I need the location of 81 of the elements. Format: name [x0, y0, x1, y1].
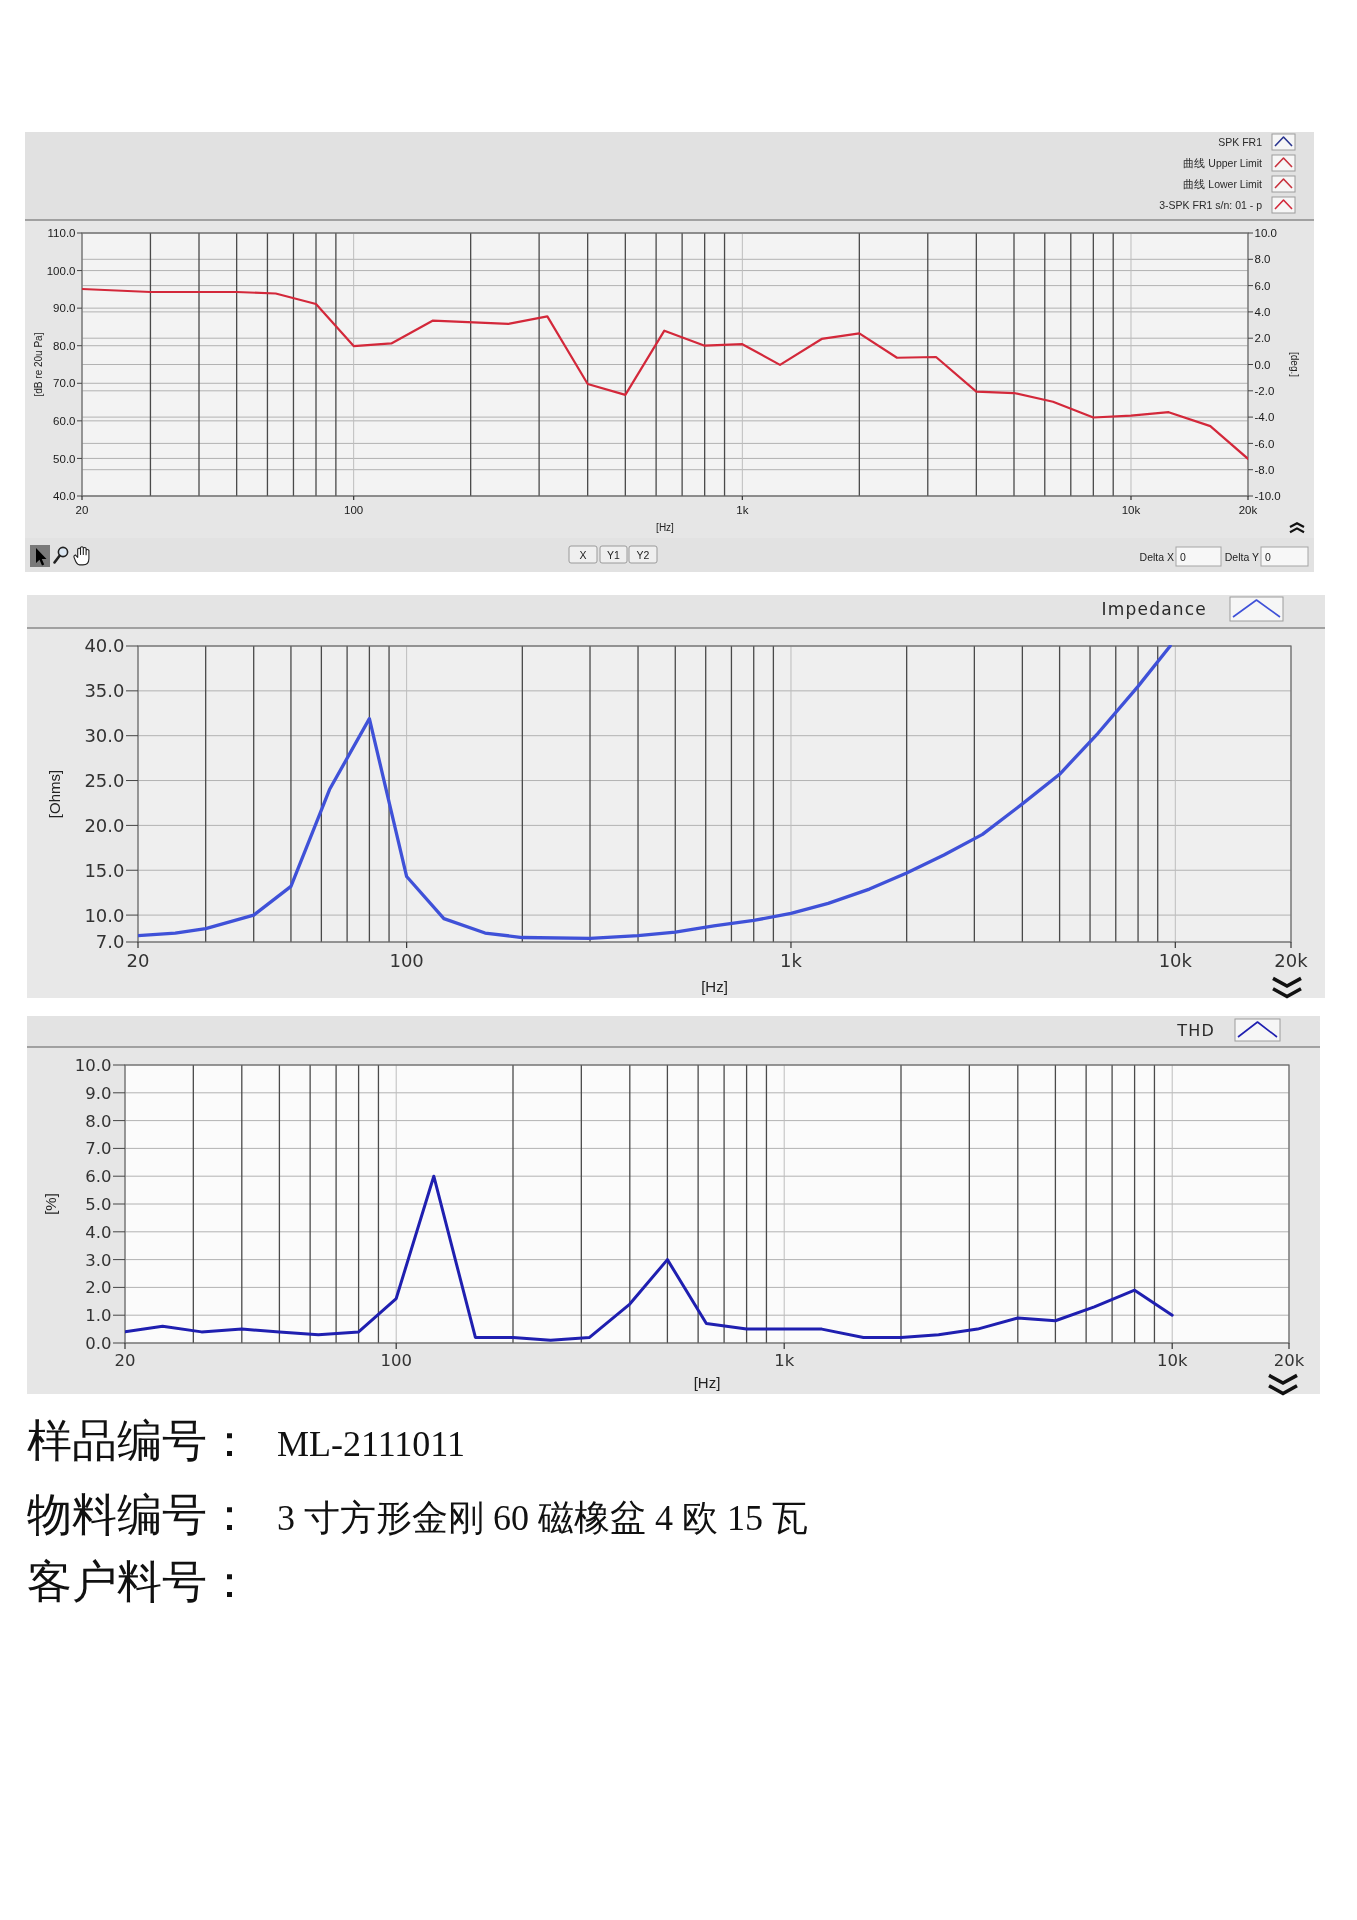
y-tick-label: 40.0 [53, 490, 76, 503]
x-tick-label: 100 [344, 504, 364, 516]
y2-tick-label: -10.0 [1254, 490, 1281, 503]
y2-tick-label: 10.0 [1254, 227, 1277, 240]
x-tick-label: 100 [389, 950, 424, 971]
y-tick-label: 25.0 [84, 770, 125, 792]
text: 3 寸方形金刚 60 磁橡盆 4 欧 15 瓦 [277, 1498, 808, 1538]
y-tick-label: 110.0 [47, 227, 76, 240]
y-tick-label: 15.0 [84, 859, 125, 881]
y-tick-label: 9.0 [85, 1083, 112, 1103]
text: 0 [1180, 550, 1186, 563]
line-series [125, 1174, 1174, 1342]
text: ML-2111011 [277, 1424, 465, 1464]
y-tick-label: 5.0 [85, 1194, 112, 1214]
y2-axis-title: [deg.] [1288, 351, 1300, 378]
text: X [579, 548, 587, 561]
text: 物料编号： [27, 1490, 252, 1540]
y-tick-label: 7.0 [95, 931, 125, 953]
x-tick-label: 10k [1121, 504, 1141, 516]
x-tick-label: 1k [780, 950, 803, 971]
x-tick-label: 10k [1158, 950, 1193, 971]
y-tick-label: 2.0 [85, 1278, 112, 1298]
y-tick-label: 1.0 [85, 1306, 112, 1326]
y-axis-title: [%] [41, 1193, 59, 1215]
legend: THD [1177, 1018, 1281, 1042]
y-tick-label: 100.0 [46, 264, 76, 277]
text: Y2 [636, 548, 650, 561]
x-tick-label: 20 [75, 504, 89, 516]
y-tick-label: 3.0 [85, 1250, 112, 1270]
x-tick-label: 20k [1238, 504, 1258, 516]
y2-tick-label: -6.0 [1254, 437, 1275, 450]
y-tick-label: 35.0 [84, 680, 125, 702]
y-tick-label: 40.0 [84, 635, 125, 657]
x-tick-label: 20 [126, 950, 150, 971]
x-axis-title: [Hz] [693, 1374, 721, 1391]
y-tick-label: 10.0 [84, 904, 125, 926]
y-axis-title: [dB re 20u Pa] [32, 332, 44, 397]
x-tick-label: 100 [380, 1351, 412, 1370]
y-tick-label: 7.0 [85, 1139, 112, 1159]
y-tick-label: 8.0 [85, 1111, 112, 1131]
y2-tick-label: -2.0 [1254, 384, 1275, 397]
y2-tick-label: -8.0 [1254, 463, 1275, 476]
y2-tick-label: -4.0 [1254, 411, 1275, 424]
y2-tick-label: 6.0 [1254, 279, 1271, 292]
y2-tick-label: 2.0 [1254, 332, 1271, 345]
y-tick-label: 80.0 [53, 339, 76, 352]
y-tick-label: 0.0 [85, 1333, 112, 1353]
y-tick-label: 60.0 [53, 415, 76, 427]
x-tick-label: 20k [1273, 1351, 1305, 1370]
y-tick-label: 10.0 [74, 1055, 112, 1075]
legend-label: SPK FR1 [1218, 135, 1263, 148]
y-tick-label: 90.0 [53, 302, 76, 315]
x-axis-title: [Hz] [656, 522, 675, 533]
y-tick-label: 70.0 [53, 377, 76, 390]
x-tick-label: 20k [1274, 950, 1309, 971]
text: Delta X [1139, 550, 1174, 563]
x-tick-label: 10k [1156, 1351, 1188, 1370]
legend-label: 曲线 Upper Limit [1183, 156, 1263, 169]
y-tick-label: 30.0 [84, 725, 125, 747]
legend: Impedance [1101, 596, 1284, 622]
x-axis-title: [Hz] [701, 978, 728, 995]
y-tick-label: 20.0 [84, 814, 125, 836]
y-tick-label: 50.0 [53, 452, 76, 465]
x-tick-label: 1k [736, 504, 749, 516]
text: 客户料号： [27, 1557, 252, 1607]
text: 0 [1265, 550, 1271, 563]
legend-label: 3-SPK FR1 s/n: 01 - p [1159, 198, 1263, 211]
x-tick-label: 1k [774, 1351, 795, 1370]
legend-label: THD [1176, 1020, 1215, 1040]
text: Y1 [607, 548, 621, 561]
y2-tick-label: 8.0 [1254, 253, 1271, 266]
y2-tick-label: 4.0 [1254, 306, 1271, 319]
y-tick-label: 6.0 [85, 1167, 112, 1187]
x-tick-label: 20 [114, 1351, 136, 1370]
text: 样品编号： [27, 1416, 252, 1466]
y-axis-title: [Ohms] [45, 769, 63, 819]
text: Delta Y [1224, 550, 1259, 563]
y-tick-label: 4.0 [85, 1222, 112, 1242]
legend-label: Impedance [1101, 599, 1207, 620]
y2-tick-label: 0.0 [1254, 358, 1271, 371]
legend-label: 曲线 Lower Limit [1183, 177, 1263, 190]
